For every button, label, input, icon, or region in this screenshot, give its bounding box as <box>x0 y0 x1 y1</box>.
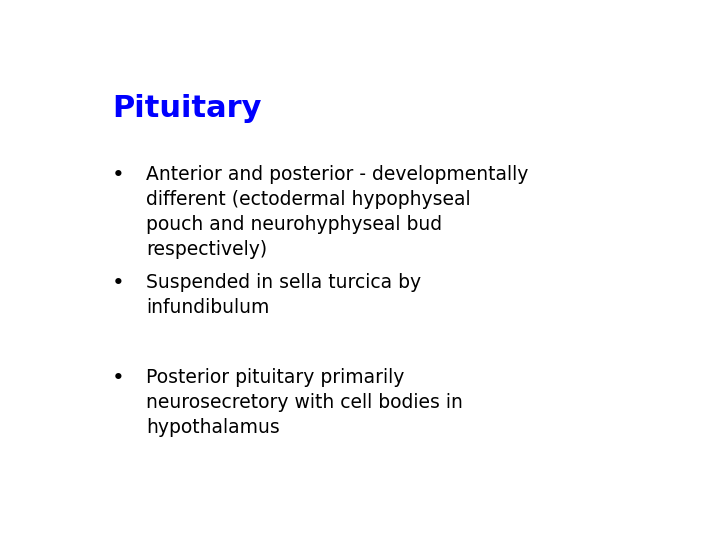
Text: •: • <box>112 273 125 293</box>
Text: •: • <box>112 165 125 185</box>
Text: •: • <box>112 368 125 388</box>
Text: Suspended in sella turcica by
infundibulum: Suspended in sella turcica by infundibul… <box>145 273 421 316</box>
Text: Pituitary: Pituitary <box>112 94 262 123</box>
Text: Anterior and posterior - developmentally
different (ectodermal hypophyseal
pouch: Anterior and posterior - developmentally… <box>145 165 528 259</box>
Text: Posterior pituitary primarily
neurosecretory with cell bodies in
hypothalamus: Posterior pituitary primarily neurosecre… <box>145 368 463 437</box>
